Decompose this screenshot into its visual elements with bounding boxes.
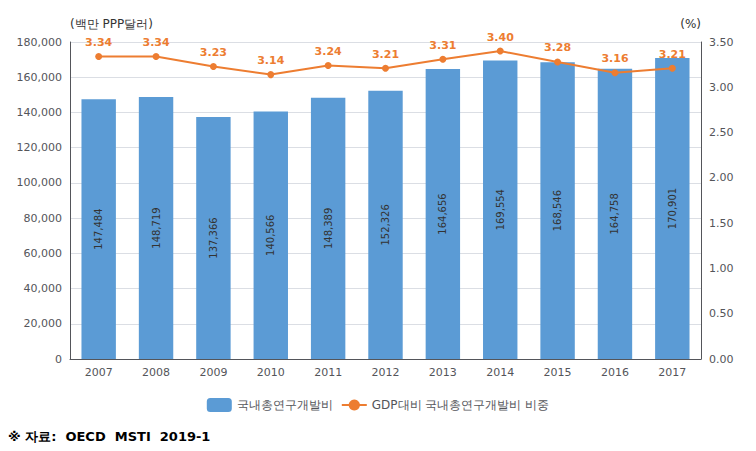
svg-text:40,000: 40,000 (24, 282, 63, 295)
svg-text:2014: 2014 (486, 366, 514, 379)
svg-text:3.21: 3.21 (372, 48, 399, 61)
svg-text:168,546: 168,546 (552, 190, 563, 231)
svg-text:2017: 2017 (658, 366, 686, 379)
svg-text:2016: 2016 (601, 366, 629, 379)
svg-text:3.16: 3.16 (601, 52, 628, 65)
svg-text:152,326: 152,326 (380, 204, 391, 245)
svg-text:(%): (%) (680, 17, 701, 31)
svg-text:1.50: 1.50 (709, 217, 734, 230)
svg-text:148,389: 148,389 (323, 208, 334, 249)
svg-text:3.40: 3.40 (487, 31, 514, 44)
svg-text:147,484: 147,484 (93, 208, 104, 249)
svg-text:120,000: 120,000 (17, 141, 63, 154)
svg-text:137,366: 137,366 (208, 217, 219, 258)
svg-text:2.50: 2.50 (709, 126, 734, 139)
svg-text:169,554: 169,554 (495, 189, 506, 230)
svg-text:100,000: 100,000 (17, 176, 63, 189)
svg-text:3.28: 3.28 (544, 41, 571, 54)
svg-text:3.14: 3.14 (257, 54, 284, 67)
svg-text:0: 0 (55, 353, 62, 366)
svg-text:2009: 2009 (199, 366, 227, 379)
svg-text:140,566: 140,566 (265, 215, 276, 256)
svg-text:3.23: 3.23 (200, 46, 227, 59)
svg-text:170,901: 170,901 (667, 188, 678, 229)
svg-text:국내총연구개발비: 국내총연구개발비 (237, 398, 333, 412)
svg-text:2008: 2008 (142, 366, 170, 379)
svg-text:2007: 2007 (85, 366, 113, 379)
svg-text:180,000: 180,000 (17, 36, 63, 49)
svg-text:0.00: 0.00 (709, 353, 734, 366)
svg-text:2015: 2015 (544, 366, 572, 379)
svg-text:3.50: 3.50 (709, 36, 734, 49)
svg-text:164,758: 164,758 (609, 193, 620, 234)
svg-text:3.21: 3.21 (659, 48, 686, 61)
svg-text:140,000: 140,000 (17, 106, 63, 119)
svg-text:20,000: 20,000 (24, 317, 63, 330)
svg-text:3.00: 3.00 (709, 81, 734, 94)
svg-text:2013: 2013 (429, 366, 457, 379)
svg-text:160,000: 160,000 (17, 71, 63, 84)
svg-text:164,656: 164,656 (437, 193, 448, 234)
svg-text:※ 자료: OECD MSTI 2019-1: ※ 자료: OECD MSTI 2019-1 (8, 429, 210, 444)
svg-text:2011: 2011 (314, 366, 342, 379)
svg-text:148,719: 148,719 (151, 207, 162, 248)
svg-text:80,000: 80,000 (24, 212, 63, 225)
svg-text:60,000: 60,000 (24, 247, 63, 260)
svg-text:2.00: 2.00 (709, 171, 734, 184)
svg-text:1.00: 1.00 (709, 262, 734, 275)
svg-text:3.34: 3.34 (85, 36, 112, 49)
svg-text:0.50: 0.50 (709, 307, 734, 320)
svg-text:3.31: 3.31 (429, 39, 456, 52)
svg-text:GDP대비 국내총연구개발비 비중: GDP대비 국내총연구개발비 비중 (372, 398, 549, 412)
svg-text:2010: 2010 (257, 366, 285, 379)
svg-text:3.24: 3.24 (315, 45, 342, 58)
svg-text:(백만 PPP달러): (백만 PPP달러) (70, 17, 153, 31)
svg-text:2012: 2012 (372, 366, 400, 379)
svg-text:3.34: 3.34 (142, 36, 169, 49)
